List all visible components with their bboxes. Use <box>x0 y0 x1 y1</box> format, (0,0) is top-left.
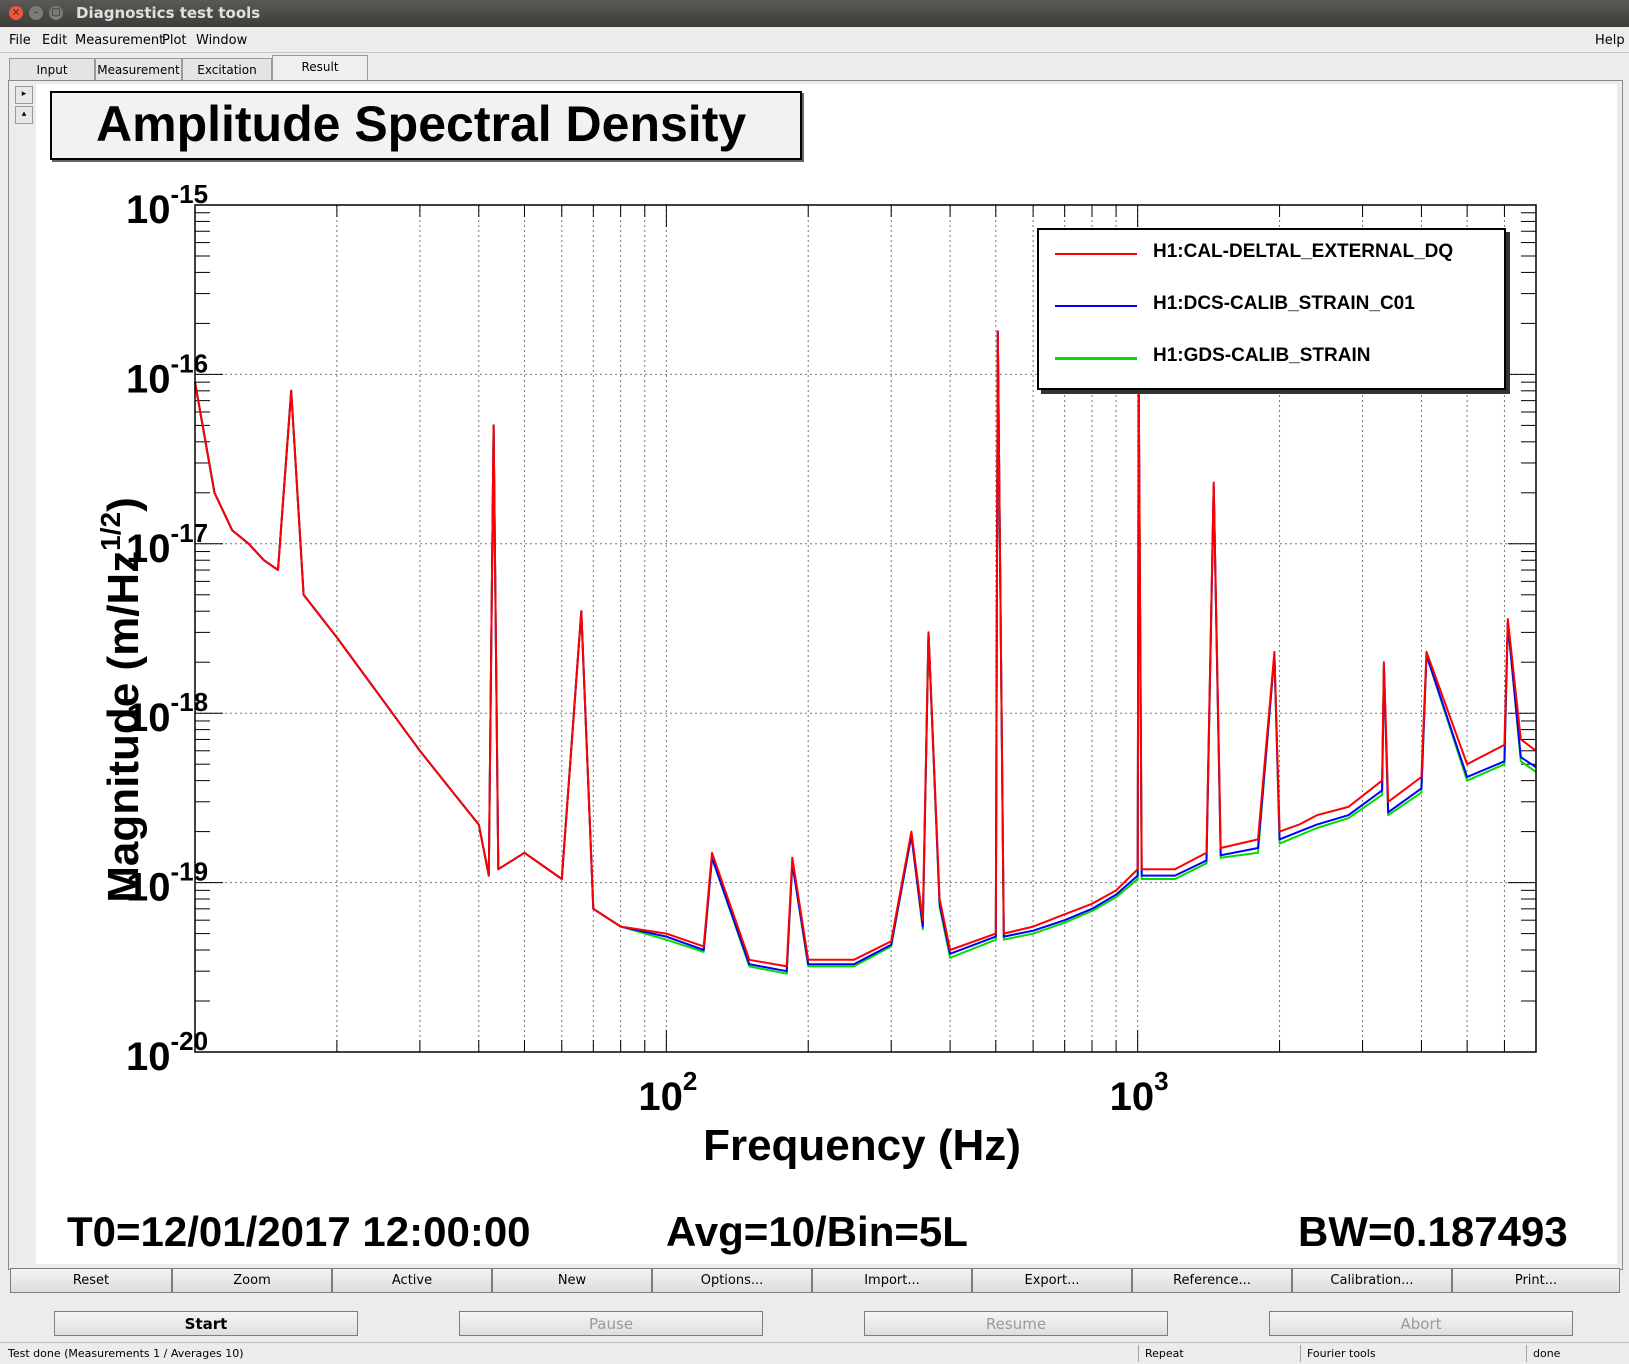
legend-item: H1:DCS-CALIB_STRAIN_C01 <box>1039 286 1504 326</box>
resume-button[interactable]: Resume <box>864 1311 1168 1336</box>
y-tick-label: 10-19 <box>126 857 208 910</box>
maximize-icon[interactable]: □ <box>49 6 63 20</box>
calibration-button[interactable]: Calibration... <box>1292 1268 1452 1293</box>
plot-title: Amplitude Spectral Density <box>96 96 747 152</box>
asd-chart[interactable]: 10-15 10-16 10-17 10-18 10-19 10-20 102 103 Fre… <box>36 160 1616 1210</box>
menu-edit[interactable]: Edit <box>42 33 68 48</box>
options-button[interactable]: Options... <box>652 1268 812 1293</box>
plot-title-box: Amplitude Spectral Density <box>50 91 802 160</box>
series-line-3 <box>194 330 1537 975</box>
menu-help[interactable]: Help <box>1595 33 1625 48</box>
legend-label: H1:DCS-CALIB_STRAIN_C01 <box>1153 293 1415 314</box>
y-tick-label: 10-17 <box>126 518 208 571</box>
menu-file[interactable]: File <box>9 33 31 48</box>
close-icon[interactable]: × <box>9 6 23 20</box>
abort-button[interactable]: Abort <box>1269 1311 1573 1336</box>
legend-swatch <box>1055 305 1137 307</box>
y-tick-label: 10-20 <box>126 1026 208 1079</box>
collapse-up-icon[interactable]: ▴ <box>15 106 33 124</box>
tick-label-layer: 10-15 10-16 10-17 10-18 10-19 10-20 102 103 <box>126 179 1169 1119</box>
plot-frame <box>194 204 1537 1053</box>
pause-button[interactable]: Pause <box>459 1311 763 1336</box>
tab-excitation[interactable]: Excitation <box>182 58 272 80</box>
bandwidth-label: BW=0.187493 <box>1298 1208 1568 1255</box>
status-state: done <box>1526 1345 1626 1362</box>
legend-swatch <box>1055 253 1137 255</box>
export-button[interactable]: Export... <box>972 1268 1132 1293</box>
tab-measurement[interactable]: Measurement <box>95 58 182 80</box>
series-line-2 <box>194 330 1537 973</box>
averages-label: Avg=10/Bin=5L <box>666 1208 968 1255</box>
print-button[interactable]: Print... <box>1452 1268 1620 1293</box>
expand-right-icon[interactable]: ▸ <box>15 86 33 104</box>
x-tick-label: 102 <box>638 1066 697 1119</box>
tick-layer <box>195 204 1536 1053</box>
window-title: Diagnostics test tools <box>76 4 261 22</box>
zoom-button[interactable]: Zoom <box>172 1268 332 1293</box>
t0-label: T0=12/01/2017 12:00:00 <box>67 1208 531 1255</box>
y-tick-label: 10-16 <box>126 348 208 401</box>
legend-item: H1:GDS-CALIB_STRAIN <box>1039 338 1504 378</box>
series-layer <box>194 330 1537 975</box>
tab-result[interactable]: Result <box>272 55 368 80</box>
status-bar: Test done (Measurements 1 / Averages 10)… <box>0 1342 1629 1364</box>
status-message: Test done (Measurements 1 / Averages 10) <box>8 1347 244 1360</box>
minimize-icon[interactable]: – <box>29 6 43 20</box>
new-button[interactable]: New <box>492 1268 652 1293</box>
menu-measurement[interactable]: Measurement <box>75 33 165 48</box>
legend-label: H1:GDS-CALIB_STRAIN <box>1153 345 1371 366</box>
y-axis-label: Magnitude (m/Hz1/2) <box>95 497 148 903</box>
active-button[interactable]: Active <box>332 1268 492 1293</box>
svg-text:Magnitude (m/Hz1/2): Magnitude (m/Hz1/2) <box>95 497 148 903</box>
import-button[interactable]: Import... <box>812 1268 972 1293</box>
start-button[interactable]: Start <box>54 1311 358 1336</box>
menu-window[interactable]: Window <box>196 33 248 48</box>
menu-plot[interactable]: Plot <box>162 33 187 48</box>
status-repeat: Repeat <box>1138 1345 1300 1362</box>
y-tick-label: 10-15 <box>126 179 208 232</box>
series-line-1 <box>194 330 1537 968</box>
menubar: File Edit Measurement Plot Window Help <box>0 28 1629 53</box>
tab-input[interactable]: Input <box>9 58 95 80</box>
reset-button[interactable]: Reset <box>10 1268 172 1293</box>
x-axis-label: Frequency (Hz) <box>703 1121 1021 1170</box>
tab-bar: Input Measurement Excitation Result <box>0 54 1629 80</box>
legend-label: H1:CAL-DELTAL_EXTERNAL_DQ <box>1153 241 1454 262</box>
chart-legend: H1:CAL-DELTAL_EXTERNAL_DQ H1:DCS-CALIB_S… <box>1037 228 1506 390</box>
action-bar: Start Pause Resume Abort <box>0 1305 1629 1341</box>
plot-toolbar: Reset Zoom Active New Options... Import.… <box>10 1268 1620 1296</box>
reference-button[interactable]: Reference... <box>1132 1268 1292 1293</box>
legend-item: H1:CAL-DELTAL_EXTERNAL_DQ <box>1039 234 1504 274</box>
y-tick-label: 10-18 <box>126 687 208 740</box>
status-fourier-tools: Fourier tools <box>1300 1345 1526 1362</box>
legend-swatch <box>1055 357 1137 360</box>
window-titlebar: × – □ Diagnostics test tools <box>0 0 1629 27</box>
x-tick-label: 103 <box>1110 1066 1169 1119</box>
